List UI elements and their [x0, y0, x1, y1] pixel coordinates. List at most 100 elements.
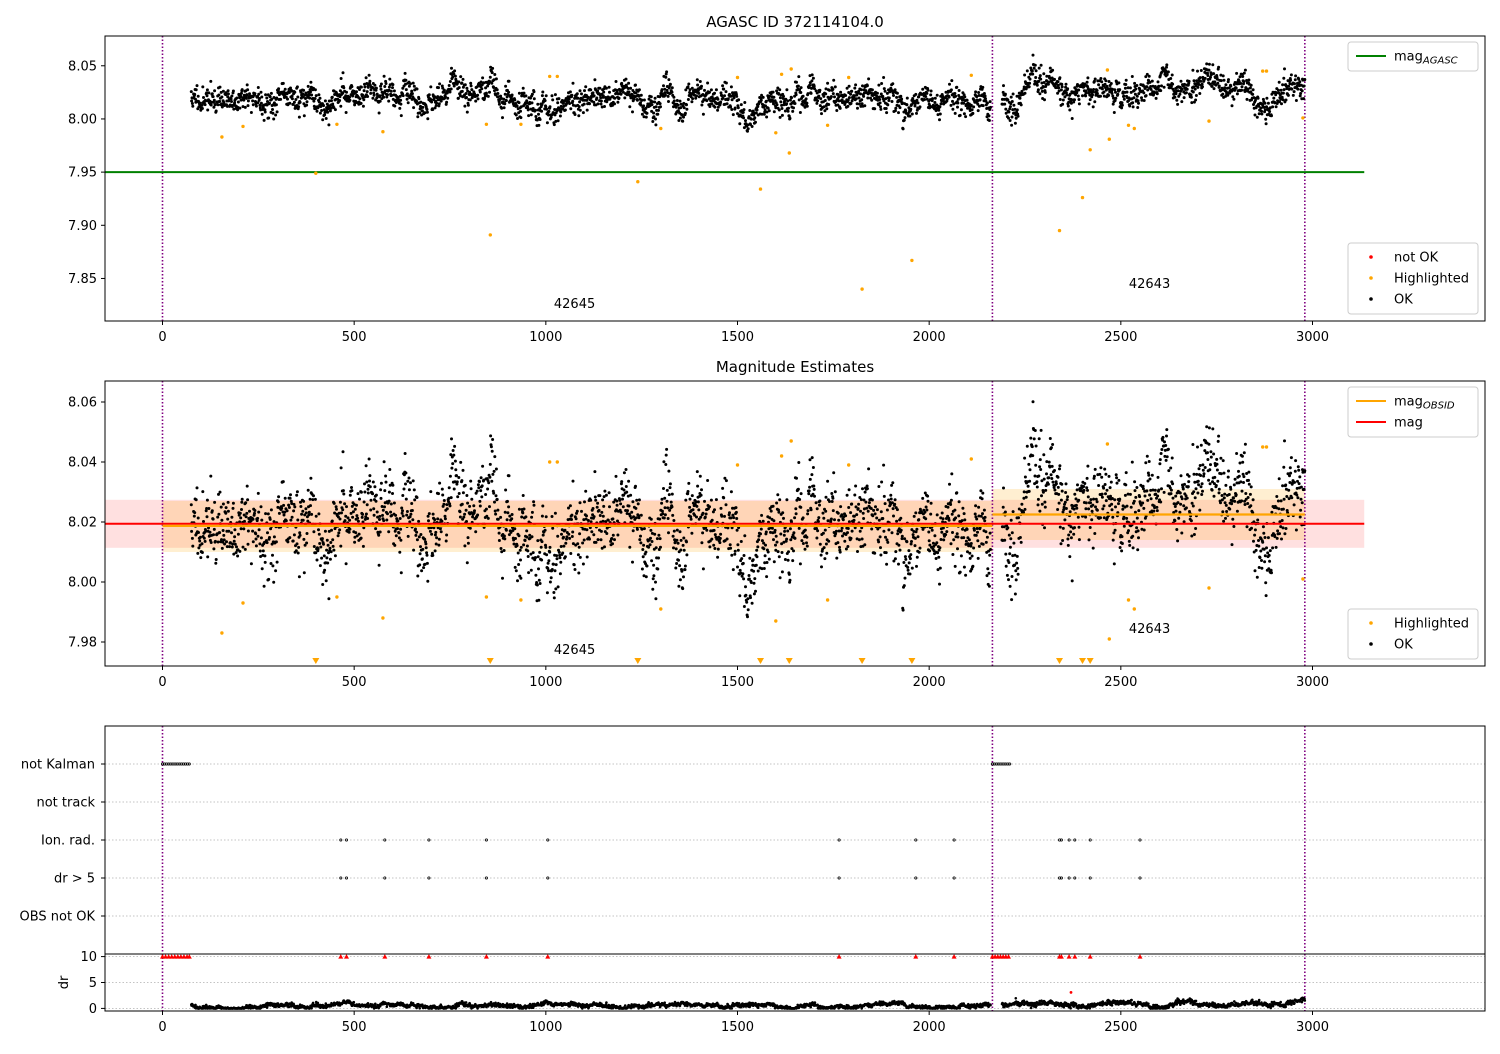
ok-point — [282, 82, 285, 85]
ok-point — [599, 514, 602, 517]
ok-point — [416, 496, 419, 499]
ok-point — [264, 111, 267, 114]
ok-point — [416, 538, 419, 541]
ok-point — [1267, 102, 1270, 105]
ok-point — [518, 92, 521, 95]
ok-point — [1031, 70, 1034, 73]
ok-point — [296, 519, 299, 522]
ok-point — [309, 90, 312, 93]
ok-point — [372, 507, 375, 510]
ok-point — [267, 578, 270, 581]
ok-point — [655, 546, 658, 549]
ok-point — [544, 546, 547, 549]
ok-point — [1037, 88, 1040, 91]
ok-point — [318, 533, 321, 536]
ok-point — [904, 577, 907, 580]
ok-point — [1006, 98, 1009, 101]
ok-point — [319, 564, 322, 567]
ok-point — [321, 118, 324, 121]
ok-point — [792, 549, 795, 552]
ok-point — [1293, 90, 1296, 93]
ok-point — [450, 437, 453, 440]
ok-point — [412, 106, 415, 109]
ok-point — [363, 482, 366, 485]
ok-point — [410, 502, 413, 505]
ok-point — [909, 557, 912, 560]
ok-point — [655, 105, 658, 108]
ok-point — [713, 547, 716, 550]
ok-point — [549, 546, 552, 549]
ok-point — [710, 88, 713, 91]
ok-point — [884, 90, 887, 93]
ok-point — [252, 103, 255, 106]
ok-point — [605, 532, 608, 535]
ok-point — [1201, 83, 1204, 86]
ok-point — [366, 517, 369, 520]
ok-point — [642, 544, 645, 547]
ok-point — [800, 539, 803, 542]
ok-point — [1058, 76, 1061, 79]
ok-point — [777, 511, 780, 514]
ok-point — [789, 579, 792, 582]
ok-point — [438, 82, 441, 85]
ok-point — [358, 88, 361, 91]
ok-point — [213, 528, 216, 531]
ok-point — [559, 572, 562, 575]
ok-point — [764, 108, 767, 111]
ok-point — [238, 550, 241, 553]
ok-point — [749, 596, 752, 599]
ok-point — [553, 596, 556, 599]
ok-point — [691, 97, 694, 100]
ok-point — [222, 90, 225, 93]
ok-point — [1039, 78, 1042, 81]
ok-point — [734, 550, 737, 553]
ok-point — [721, 487, 724, 490]
ok-point — [654, 118, 657, 121]
ok-point — [1036, 84, 1039, 87]
ok-point — [738, 122, 741, 125]
ok-point — [465, 509, 468, 512]
ok-point — [386, 512, 389, 515]
ok-point — [329, 547, 332, 550]
ok-point — [289, 493, 292, 496]
ok-point — [310, 513, 313, 516]
ok-point — [384, 475, 387, 478]
ok-point — [652, 112, 655, 115]
ok-point — [815, 537, 818, 540]
ok-point — [1053, 78, 1056, 81]
legend-label: Highlighted — [1394, 272, 1469, 287]
ok-point — [594, 496, 597, 499]
ok-point — [1038, 67, 1041, 70]
ok-point — [458, 86, 461, 89]
ok-point — [484, 493, 487, 496]
ok-point — [809, 458, 812, 461]
ok-point — [546, 591, 549, 594]
ok-point — [324, 99, 327, 102]
ok-point — [276, 110, 279, 113]
ok-point — [252, 518, 255, 521]
ok-point — [1236, 92, 1239, 95]
ok-point — [230, 95, 233, 98]
ok-point — [541, 505, 544, 508]
ok-point — [582, 111, 585, 114]
ok-point — [608, 91, 611, 94]
ok-point — [719, 537, 722, 540]
ok-point — [465, 96, 468, 99]
ok-point — [296, 96, 299, 99]
ok-point — [251, 530, 254, 533]
ok-point — [523, 508, 526, 511]
ok-point — [326, 111, 329, 114]
ok-point — [740, 103, 743, 106]
ok-point — [860, 98, 863, 101]
ok-point — [373, 84, 376, 87]
ok-point — [587, 519, 590, 522]
ok-point — [1239, 75, 1242, 78]
ok-point — [859, 510, 862, 513]
ok-point — [557, 97, 560, 100]
ok-point — [774, 529, 777, 532]
ok-point — [348, 99, 351, 102]
ok-point — [824, 510, 827, 513]
ok-point — [481, 76, 484, 79]
ok-point — [219, 491, 222, 494]
ok-point — [317, 528, 320, 531]
